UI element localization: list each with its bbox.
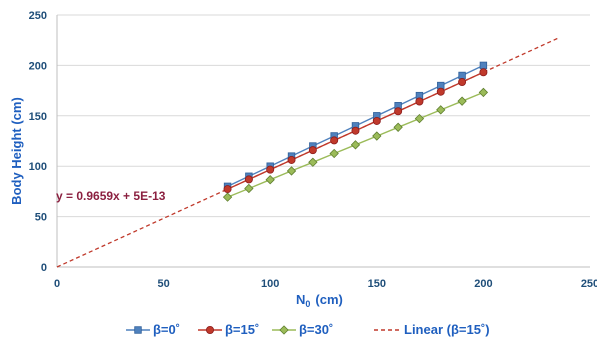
y-tick-label: 50 bbox=[35, 212, 47, 224]
data-point-circle bbox=[458, 78, 467, 87]
legend-label: Linear (β=15˚) bbox=[404, 322, 490, 337]
data-point-diamond bbox=[329, 148, 339, 159]
x-tick-label: 150 bbox=[368, 278, 386, 290]
legend-item-circle: β=15˚ bbox=[198, 322, 259, 337]
legend-swatch-marker bbox=[205, 325, 214, 334]
data-point-square bbox=[479, 61, 488, 70]
data-point-diamond bbox=[308, 157, 318, 167]
x-axis-title: N0 (cm) bbox=[296, 292, 343, 309]
x-tick-label: 100 bbox=[261, 278, 279, 290]
series-square bbox=[223, 61, 488, 191]
data-point-circle bbox=[287, 155, 296, 164]
x-axis-title-sub: 0 bbox=[305, 299, 310, 309]
data-point-circle bbox=[479, 68, 488, 77]
series-circle bbox=[223, 68, 488, 194]
tick-labels: 0 50 100 150 200 250 0 50 100 150 200 250 bbox=[29, 10, 597, 290]
series-diamond bbox=[222, 87, 489, 202]
legend-item-diamond: β=30˚ bbox=[272, 322, 333, 337]
gridlines bbox=[57, 14, 590, 218]
data-point-circle bbox=[415, 97, 424, 106]
data-point-circle bbox=[266, 165, 275, 174]
axes bbox=[56, 15, 590, 268]
legend-swatch-marker bbox=[279, 325, 289, 335]
y-tick-label: 100 bbox=[29, 161, 47, 173]
legend-label: β=15˚ bbox=[225, 322, 259, 337]
data-point-diamond bbox=[350, 140, 361, 150]
legend-item-square: β=0˚ bbox=[126, 322, 180, 337]
legend: β=0˚ β=15˚ β=30˚ Linear (β=15˚) bbox=[126, 322, 490, 337]
x-tick-label: 200 bbox=[474, 278, 492, 290]
y-tick-label: 150 bbox=[29, 111, 47, 123]
y-tick-label: 0 bbox=[41, 262, 47, 274]
legend-item-trendline: Linear (β=15˚) bbox=[374, 322, 490, 337]
data-point-diamond bbox=[244, 183, 254, 194]
legend-swatch-marker bbox=[134, 326, 142, 334]
data-point-diamond bbox=[393, 122, 403, 132]
data-point-circle bbox=[372, 116, 381, 125]
legend-label: β=30˚ bbox=[299, 322, 333, 337]
y-tick-label: 200 bbox=[29, 60, 47, 72]
data-point-diamond bbox=[265, 175, 275, 185]
x-axis-title-unit: (cm) bbox=[315, 292, 342, 307]
data-point-circle bbox=[330, 136, 339, 145]
data-point-circle bbox=[394, 107, 403, 116]
data-point-circle bbox=[244, 175, 253, 184]
data-point-circle bbox=[223, 185, 232, 194]
data-point-diamond bbox=[436, 105, 446, 115]
series-group bbox=[222, 61, 489, 202]
data-point-square bbox=[458, 71, 466, 80]
legend-label: β=0˚ bbox=[153, 322, 180, 337]
x-tick-label: 0 bbox=[54, 278, 60, 290]
x-tick-label: 250 bbox=[581, 278, 597, 290]
data-point-diamond bbox=[222, 192, 233, 202]
data-point-diamond bbox=[414, 113, 425, 124]
y-axis-title: Body Height (cm) bbox=[9, 97, 24, 205]
data-point-circle bbox=[308, 146, 317, 155]
y-tick-label: 250 bbox=[29, 10, 47, 22]
data-point-circle bbox=[436, 87, 445, 96]
data-point-diamond bbox=[372, 131, 382, 141]
data-point-diamond bbox=[286, 166, 297, 176]
data-point-diamond bbox=[478, 87, 489, 98]
x-axis-title-main: N bbox=[296, 292, 305, 307]
x-tick-label: 50 bbox=[157, 278, 169, 290]
data-point-circle bbox=[351, 126, 360, 135]
trendline-equation: y = 0.9659x + 5E-13 bbox=[56, 189, 166, 203]
data-point-diamond bbox=[457, 96, 467, 106]
